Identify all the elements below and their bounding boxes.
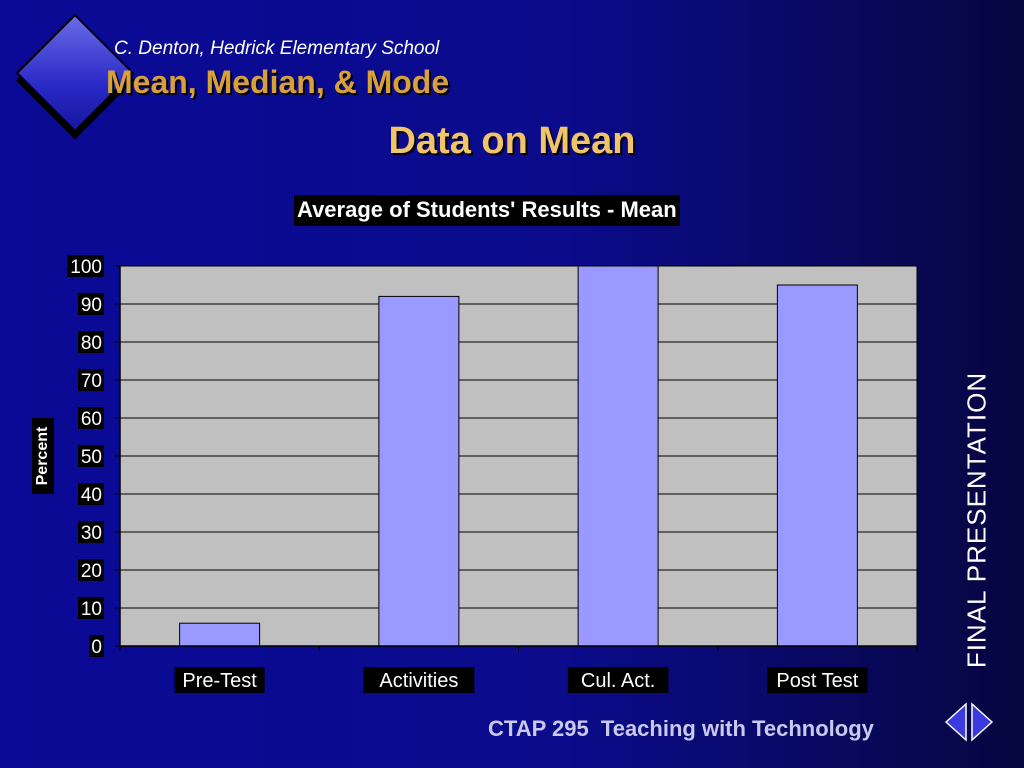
- y-axis-label: Percent: [34, 426, 51, 485]
- y-tick-label-bg: [78, 293, 104, 315]
- x-tick-label-bg: [363, 667, 475, 693]
- bar: [179, 622, 261, 647]
- y-tick-label-bg: [78, 597, 104, 619]
- x-tick-label: Post Test: [776, 670, 858, 692]
- arrow-right-icon[interactable]: [971, 702, 994, 742]
- y-tick-label: 0: [91, 637, 102, 658]
- slide-title: Data on Mean: [388, 120, 636, 162]
- y-tick-label-bg: [89, 635, 104, 657]
- y-tick-label: 80: [81, 333, 102, 354]
- bar: [378, 295, 460, 647]
- y-tick-label-bg: [78, 483, 104, 505]
- bar: [776, 284, 858, 647]
- y-tick-label: 40: [81, 485, 102, 506]
- navigation-controls: [944, 702, 994, 742]
- subject-heading: Mean, Median, & Mode: [106, 64, 450, 100]
- x-tick-label: Pre-Test: [182, 670, 257, 692]
- y-tick-label: 100: [70, 257, 102, 278]
- y-tick-label-bg: [67, 255, 104, 277]
- chart-title: Average of Students' Results - Mean: [294, 195, 680, 226]
- side-label: FINAL PRESENTATION: [961, 371, 992, 669]
- y-tick-label-bg: [78, 369, 104, 391]
- x-tick-label-bg: [767, 667, 868, 693]
- x-tick-label-bg: [567, 667, 669, 693]
- arrow-left-icon[interactable]: [944, 702, 967, 742]
- y-tick-label: 50: [81, 447, 102, 468]
- y-tick-label-bg: [78, 521, 104, 543]
- y-tick-label: 10: [81, 599, 102, 620]
- x-tick-label: Activities: [379, 670, 458, 692]
- x-tick-label-bg: [174, 667, 265, 693]
- y-tick-label-bg: [78, 407, 104, 429]
- y-tick-label: 90: [81, 295, 102, 316]
- y-axis-label-bg: [32, 418, 54, 494]
- y-tick-label-bg: [78, 559, 104, 581]
- y-tick-label-bg: [78, 331, 104, 353]
- x-tick-label: Cul. Act.: [581, 670, 655, 692]
- y-tick-label: 70: [81, 371, 102, 392]
- y-tick-label: 20: [81, 561, 102, 582]
- y-tick-label: 30: [81, 523, 102, 544]
- y-tick-label: 60: [81, 409, 102, 430]
- author-text: C. Denton, Hedrick Elementary School: [114, 38, 440, 59]
- bar: [577, 265, 659, 647]
- y-tick-label-bg: [78, 445, 104, 467]
- footer-text: CTAP 295 Teaching with Technology: [488, 716, 874, 741]
